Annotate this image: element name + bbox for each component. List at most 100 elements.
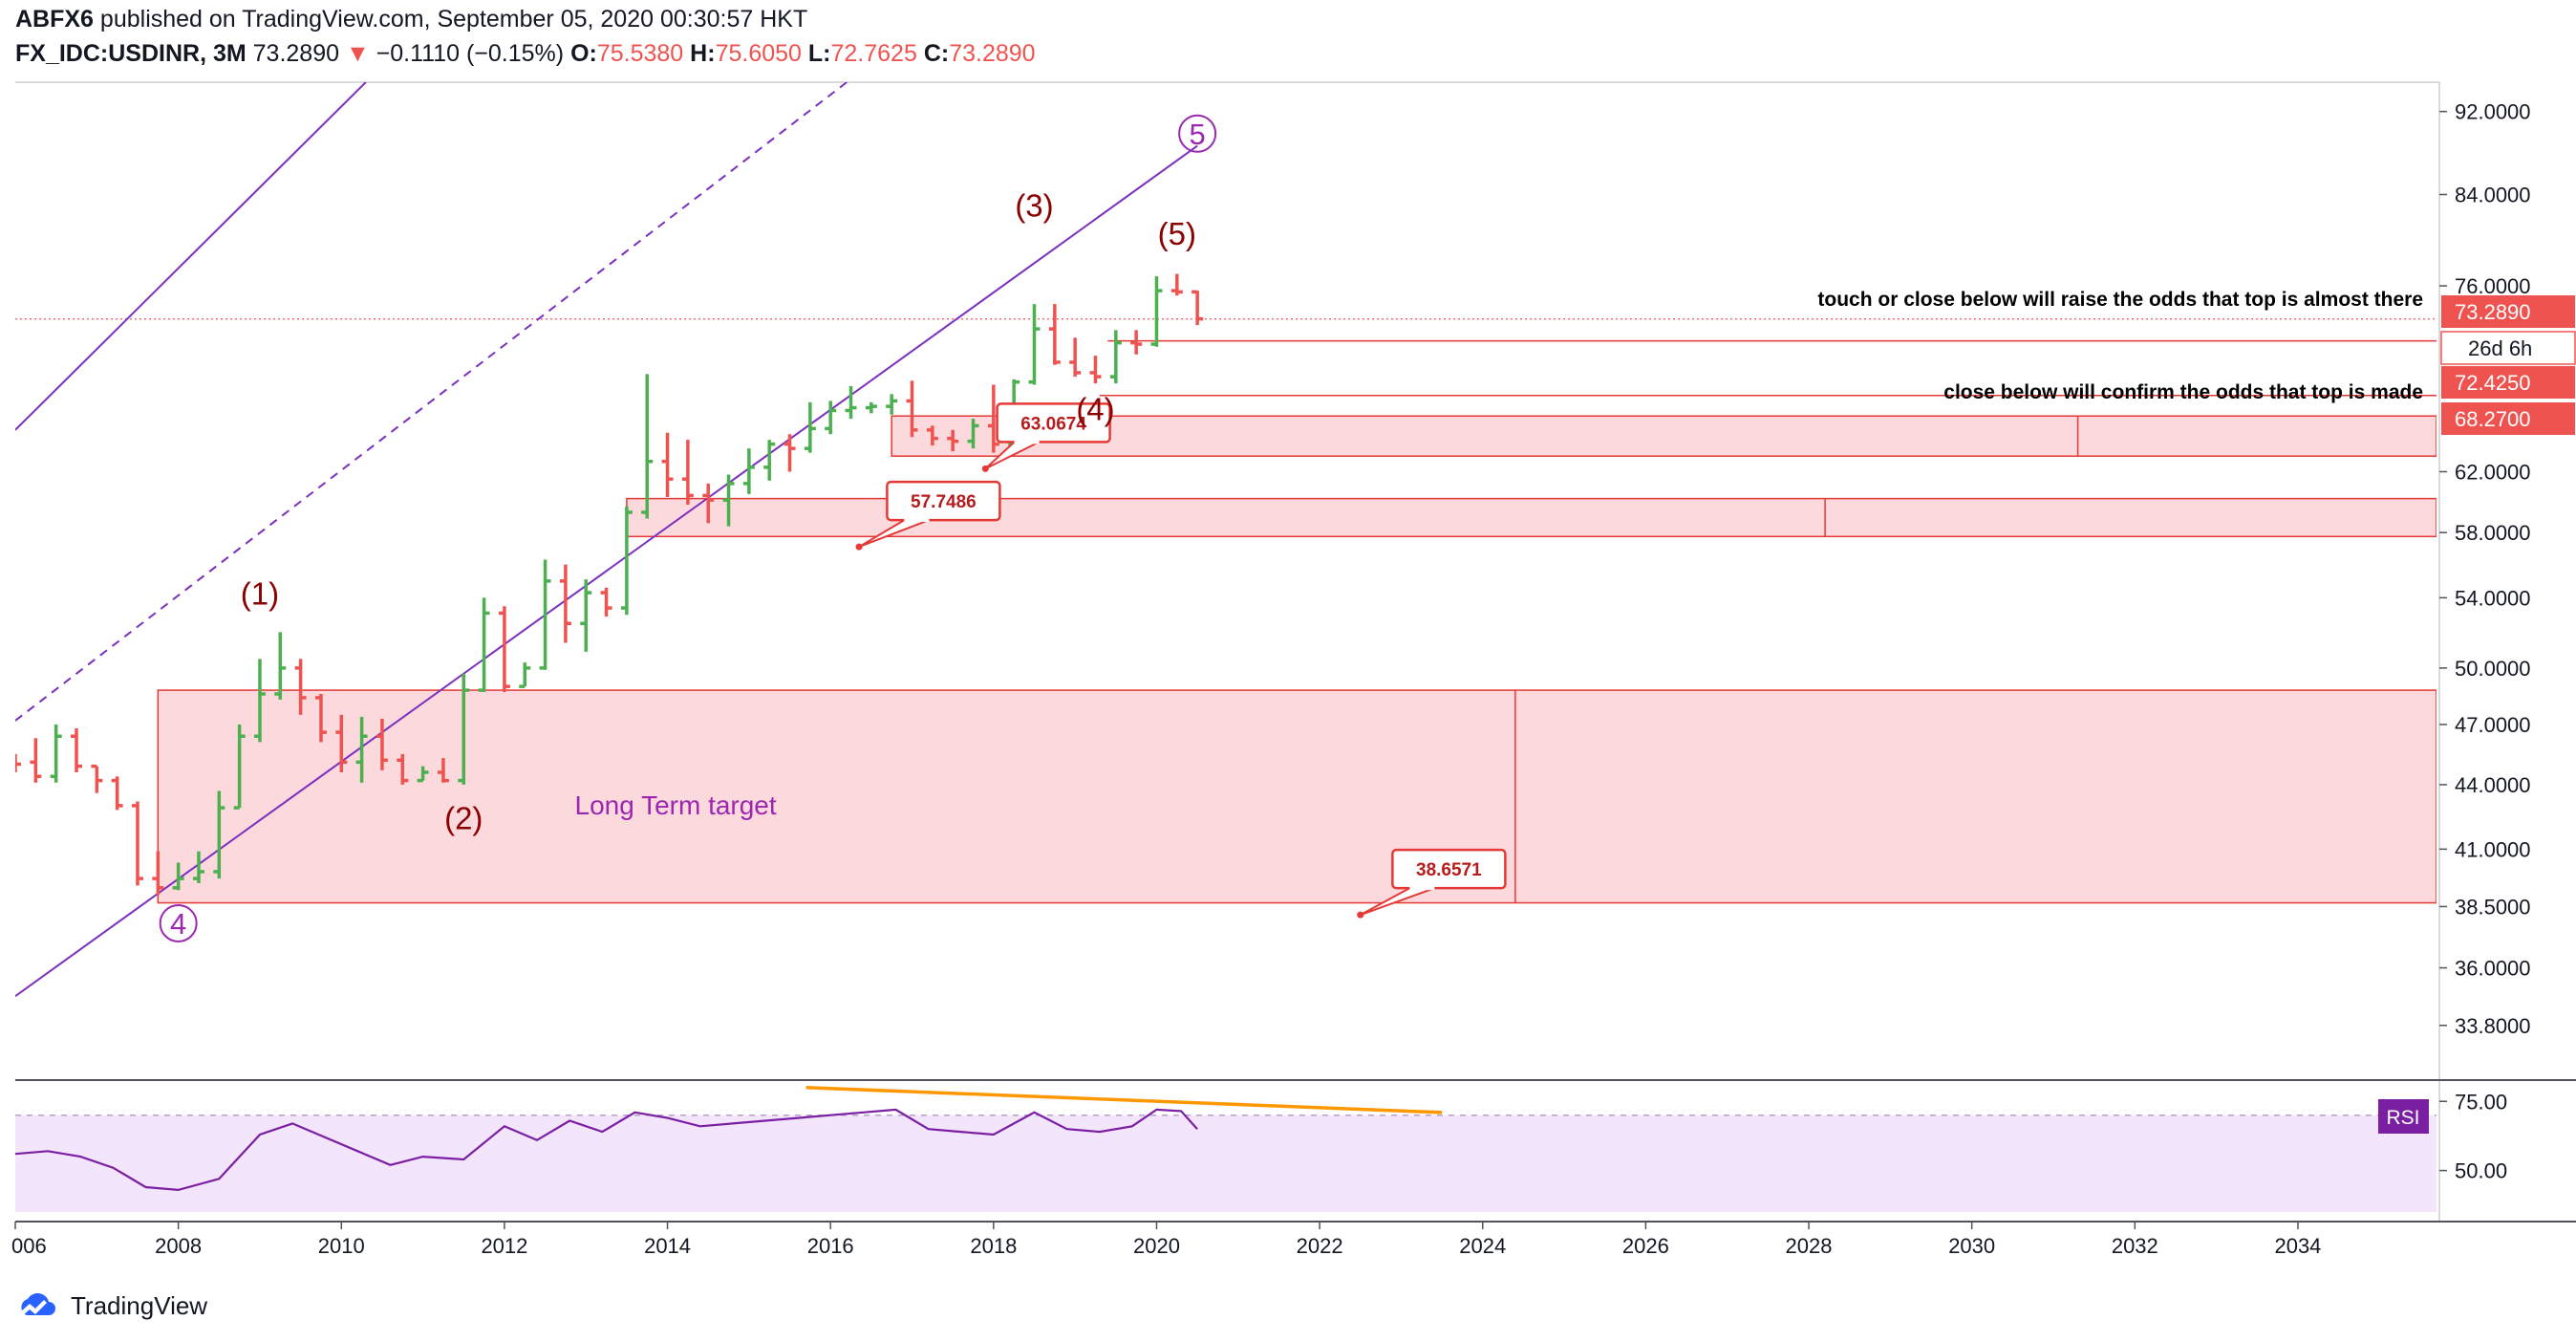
price-change: −0.1110 (−0.15%) [376, 40, 565, 67]
tag-bg [2441, 402, 2575, 435]
ohlc-bar [274, 632, 287, 700]
tick-label: 006 [11, 1234, 47, 1258]
time-tick: 2010 [318, 1222, 365, 1258]
price-tick: 36.0000 [2439, 957, 2531, 981]
circled-wave-label: 5 [1178, 114, 1217, 153]
tick-label: 92.0000 [2455, 100, 2531, 124]
callout-join [1409, 885, 1435, 891]
zone-title: Long Term target [575, 790, 777, 820]
ohlc-bar [172, 862, 184, 891]
tick-label: 2008 [155, 1234, 202, 1258]
time-tick: 006 [11, 1222, 47, 1258]
ohlc-bar [559, 564, 571, 643]
low-label: L: [807, 40, 831, 67]
price-tick: 50.0000 [2439, 657, 2531, 681]
callout-join [904, 517, 930, 523]
ohlc-bar [478, 597, 490, 693]
price-tick: 92.0000 [2439, 100, 2531, 124]
ohlc-bar [804, 401, 816, 453]
ohlc-bar [91, 764, 103, 793]
axis-price-tag: 68.2700 [2441, 402, 2575, 435]
ohlc-bar [294, 659, 307, 715]
tick-label: 2020 [1133, 1234, 1180, 1258]
ohlc-bar [681, 440, 694, 505]
price-callout [1357, 848, 1507, 919]
ohlc-bar [437, 758, 449, 783]
tick-label: 47.0000 [2455, 713, 2531, 737]
time-tick: 2020 [1133, 1222, 1180, 1258]
zone-2 [891, 415, 2436, 457]
tag-text: 72.4250 [2455, 371, 2531, 395]
tradingview-logo-icon [21, 1293, 55, 1315]
price-tick: 76.0000 [2439, 274, 2531, 298]
tradingview-branding[interactable]: TradingView [13, 1290, 207, 1321]
ohlc-bar [620, 506, 633, 616]
tick-label: 84.0000 [2455, 184, 2531, 207]
tick-label: 36.0000 [2455, 957, 2531, 981]
ohlc-bar [498, 606, 510, 693]
price-callout [981, 402, 1111, 472]
high-value: 75.6050 [715, 40, 802, 67]
author-name[interactable]: ABFX6 [15, 6, 94, 32]
tick-label: 2016 [807, 1234, 854, 1258]
ohlc-bar [70, 728, 82, 773]
time-tick: 2026 [1622, 1222, 1669, 1258]
tick-label: 44.0000 [2455, 773, 2531, 797]
callout-box [996, 402, 1111, 444]
ohlc-bar [335, 714, 348, 773]
ohlc-bar [253, 659, 266, 743]
ohlc-bar [784, 434, 796, 472]
tick-label: 2012 [481, 1234, 527, 1258]
rsi-line [15, 1108, 1198, 1192]
tradingview-brand-text: TradingView [71, 1290, 208, 1320]
channel-upper-line [15, 82, 367, 431]
price-tick: 38.5000 [2439, 895, 2531, 919]
wave-number: 4 [170, 907, 186, 941]
ohlc-bar [580, 579, 592, 652]
rsi-indicator-label: RSI [2378, 1099, 2429, 1134]
tag-text: 73.2890 [2455, 300, 2531, 324]
time-tick: 2028 [1786, 1222, 1833, 1258]
ohlc-bar [886, 394, 898, 415]
wave-label: (2) [444, 801, 483, 836]
tick-label: 75.00 [2455, 1090, 2507, 1114]
wave-label: (1) [241, 575, 279, 611]
price-callout [855, 480, 1001, 551]
price-tick: 58.0000 [2439, 521, 2531, 545]
ohlc-bar [661, 432, 674, 498]
rsi-band-fill [15, 1115, 2436, 1212]
symbol-label[interactable]: FX_IDC:USDINR, 3M [15, 40, 247, 67]
time-tick: 2016 [807, 1222, 854, 1258]
callout-label: 63.0674 [1020, 414, 1086, 434]
ohlc-bar [519, 662, 531, 688]
ohlc-bar [1109, 330, 1122, 384]
down-arrow-icon: ▼ [345, 40, 370, 67]
ohlc-bar [1028, 304, 1041, 385]
tick-label: 58.0000 [2455, 521, 2531, 545]
rsi-label-text: RSI [2386, 1107, 2419, 1129]
close-label: C: [923, 40, 950, 67]
time-tick: 2014 [644, 1222, 691, 1258]
tick-label: 76.0000 [2455, 274, 2531, 298]
rsi-pane [15, 1108, 2436, 1212]
zone-rect [891, 415, 2436, 457]
callout-box [886, 480, 1001, 522]
time-tick: 2008 [155, 1222, 202, 1258]
time-tick: 2034 [2274, 1222, 2321, 1258]
wave-label: (3) [1015, 188, 1053, 224]
time-tick: 2030 [1948, 1222, 1995, 1258]
ohlc-bar [1191, 290, 1204, 326]
tick-label: 54.0000 [2455, 586, 2531, 610]
tick-label: 50.00 [2455, 1159, 2507, 1183]
tick-label: 2032 [2112, 1234, 2158, 1258]
tag-bg [2440, 331, 2576, 365]
time-tick: 2032 [2112, 1222, 2158, 1258]
ohlc-bar [376, 718, 388, 770]
price-tick: 54.0000 [2439, 586, 2531, 610]
ohlc-bar [702, 483, 715, 524]
price-tick: 84.0000 [2439, 184, 2531, 207]
ohlc-legend: FX_IDC:USDINR, 3M 73.2890 ▼ −0.1110 (−0.… [15, 40, 1036, 68]
ohlc-bar [417, 766, 429, 783]
last-price: 73.2890 [252, 40, 340, 67]
